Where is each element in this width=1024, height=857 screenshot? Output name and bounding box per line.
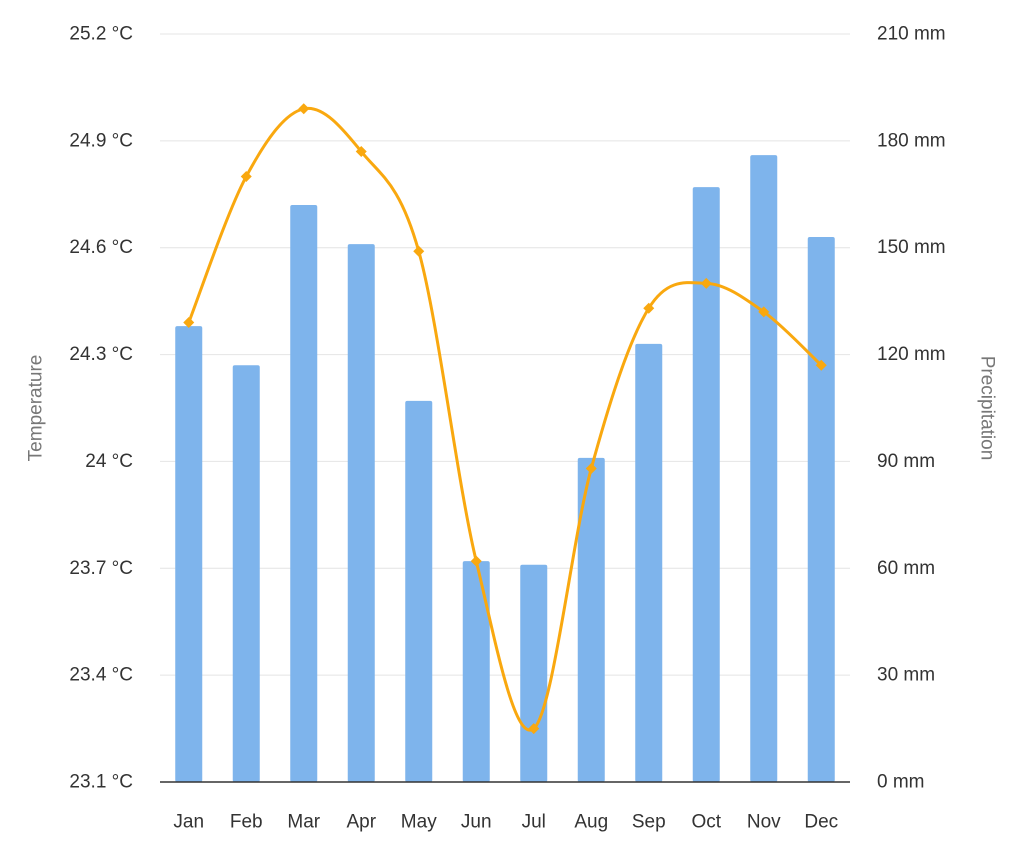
precipitation-bar-may: [405, 400, 433, 782]
right-tick-label: 30 mm: [877, 665, 935, 686]
left-axis-title: Temperature: [26, 355, 47, 462]
precipitation-bar-apr: [347, 244, 375, 783]
left-tick-label: 23.4 °C: [69, 665, 133, 686]
precipitation-bar-jan: [175, 326, 203, 782]
x-tick-label-jun: Jun: [461, 812, 492, 833]
temperature-point-sep: [643, 302, 655, 314]
x-tick-label-nov: Nov: [747, 812, 781, 833]
left-tick-label: 24.9 °C: [69, 130, 133, 151]
temperature-point-oct: [700, 277, 712, 289]
right-axis-title: Precipitation: [977, 356, 998, 461]
precipitation-bar-mar: [290, 204, 318, 782]
right-axis-tick-labels: 0 mm 30 mm 60 mm 90 mm 120 mm 150 mm 180 mm 210…: [877, 24, 946, 793]
x-tick-label-may: May: [401, 812, 437, 833]
x-tick-label-feb: Feb: [230, 812, 263, 833]
temperature-point-feb: [240, 170, 252, 182]
x-tick-label-jul: Jul: [522, 812, 546, 833]
temperature-point-jan: [183, 317, 195, 329]
right-tick-label: 120 mm: [877, 344, 946, 365]
x-tick-label-dec: Dec: [804, 812, 838, 833]
precipitation-bar-aug: [577, 457, 605, 782]
temperature-line: [187, 106, 823, 732]
left-tick-label: 25.2 °C: [69, 24, 133, 45]
temperature-point-jul: [528, 723, 540, 735]
right-tick-label: 60 mm: [877, 558, 935, 579]
temperature-point-jun: [470, 555, 482, 567]
precipitation-bar-oct: [692, 187, 720, 782]
left-axis-tick-labels: 23.1 °C 23.4 °C 23.7 °C 24 °C 24.3 °C 24.6 °C…: [69, 24, 133, 793]
right-tick-label: 0 mm: [877, 772, 925, 793]
temperature-point-mar: [298, 103, 310, 115]
right-tick-label: 150 mm: [877, 237, 946, 258]
left-tick-label: 24.6 °C: [69, 237, 133, 258]
right-tick-label: 210 mm: [877, 24, 946, 45]
temperature-point-nov: [758, 306, 770, 318]
left-tick-label: 24 °C: [85, 451, 133, 472]
temperature-point-aug: [585, 463, 597, 475]
precipitation-bar-jul: [520, 564, 548, 782]
precipitation-bar-feb: [232, 365, 260, 782]
x-tick-label-sep: Sep: [632, 812, 666, 833]
temperature-point-apr: [355, 146, 367, 158]
precipitation-bar-nov: [750, 155, 778, 783]
x-tick-label-oct: Oct: [691, 812, 721, 833]
precipitation-bar-jun: [462, 561, 490, 782]
x-tick-label-jan: Jan: [173, 812, 204, 833]
temperature-line-series: [183, 103, 827, 735]
precipitation-bars: [175, 155, 835, 783]
temperature-point-may: [413, 245, 425, 257]
gridlines: [160, 33, 850, 676]
x-tick-label-aug: Aug: [574, 812, 608, 833]
precipitation-bar-sep: [635, 343, 663, 782]
right-tick-label: 90 mm: [877, 451, 935, 472]
left-tick-label: 24.3 °C: [69, 344, 133, 365]
x-axis-tick-labels: Jan Feb Mar Apr May Jun Jul Aug Sep Oct Nov Dec: [173, 812, 838, 833]
temperature-point-dec: [815, 359, 827, 371]
right-tick-label: 180 mm: [877, 130, 946, 151]
left-tick-label: 23.1 °C: [69, 772, 133, 793]
precipitation-bar-dec: [807, 237, 835, 782]
left-tick-label: 23.7 °C: [69, 558, 133, 579]
x-tick-label-apr: Apr: [346, 812, 376, 833]
x-tick-label-mar: Mar: [287, 812, 320, 833]
